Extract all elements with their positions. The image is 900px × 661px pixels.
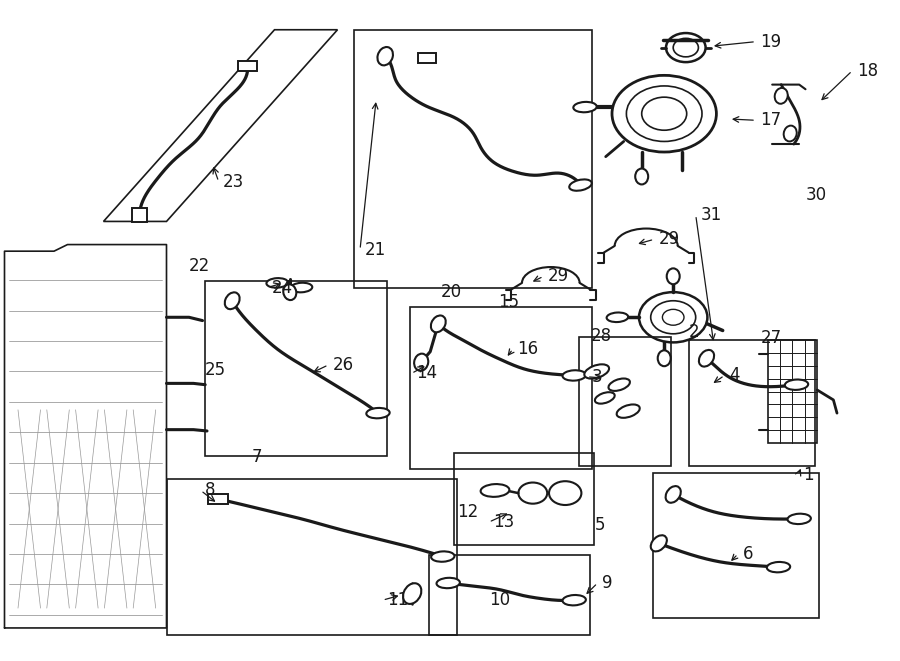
Ellipse shape	[607, 313, 628, 322]
Ellipse shape	[573, 102, 597, 112]
Text: 28: 28	[590, 327, 611, 345]
Ellipse shape	[666, 486, 680, 503]
Ellipse shape	[569, 179, 592, 191]
Ellipse shape	[436, 578, 460, 588]
Ellipse shape	[788, 514, 811, 524]
Bar	[354, 30, 592, 288]
Text: 26: 26	[333, 356, 354, 374]
Text: 15: 15	[498, 293, 518, 311]
Text: 29: 29	[659, 230, 680, 249]
Ellipse shape	[651, 535, 667, 551]
Ellipse shape	[775, 88, 788, 104]
Ellipse shape	[608, 379, 630, 391]
Text: 12: 12	[457, 503, 479, 522]
Bar	[238, 61, 257, 71]
Ellipse shape	[431, 551, 454, 562]
Text: 13: 13	[493, 513, 515, 531]
Bar	[208, 494, 228, 504]
Bar	[454, 453, 594, 545]
Ellipse shape	[584, 364, 609, 379]
Ellipse shape	[225, 292, 239, 309]
Text: 31: 31	[700, 206, 722, 224]
Text: 25: 25	[205, 361, 226, 379]
Ellipse shape	[366, 408, 390, 418]
Ellipse shape	[291, 283, 312, 292]
Text: 9: 9	[602, 574, 613, 592]
Ellipse shape	[784, 126, 796, 141]
Ellipse shape	[658, 350, 670, 366]
Bar	[410, 307, 592, 469]
Bar	[166, 479, 457, 635]
Ellipse shape	[284, 284, 296, 300]
Text: 29: 29	[548, 267, 569, 286]
Ellipse shape	[767, 562, 790, 572]
Bar	[579, 337, 670, 466]
Bar	[653, 473, 819, 618]
Text: 24: 24	[272, 278, 292, 297]
Ellipse shape	[595, 392, 615, 404]
Text: 20: 20	[441, 283, 462, 301]
Bar	[205, 281, 387, 456]
Ellipse shape	[266, 278, 288, 288]
Ellipse shape	[699, 350, 714, 367]
Text: 21: 21	[364, 241, 386, 259]
Ellipse shape	[785, 379, 808, 390]
Text: 8: 8	[205, 481, 216, 500]
Text: 11: 11	[387, 591, 409, 609]
Text: 2: 2	[688, 323, 699, 341]
Text: 18: 18	[857, 61, 878, 80]
Bar	[132, 208, 147, 222]
Text: 1: 1	[803, 465, 814, 484]
Ellipse shape	[377, 47, 393, 65]
Text: 10: 10	[489, 591, 509, 609]
Bar	[688, 340, 815, 466]
Ellipse shape	[403, 583, 421, 604]
Ellipse shape	[481, 484, 509, 497]
Text: 30: 30	[806, 186, 826, 204]
Ellipse shape	[562, 595, 586, 605]
Text: 23: 23	[223, 173, 245, 191]
Ellipse shape	[616, 405, 640, 418]
Text: 22: 22	[189, 256, 211, 275]
Text: 19: 19	[760, 32, 781, 51]
Text: 6: 6	[742, 545, 753, 563]
Ellipse shape	[635, 169, 648, 184]
Text: 3: 3	[591, 368, 602, 386]
Bar	[429, 555, 590, 635]
Text: 7: 7	[252, 448, 263, 467]
Text: 17: 17	[760, 111, 781, 130]
Text: 16: 16	[518, 340, 538, 358]
Bar	[418, 53, 436, 63]
Ellipse shape	[667, 268, 680, 284]
Text: 4: 4	[729, 366, 740, 385]
Ellipse shape	[431, 315, 446, 332]
Text: 27: 27	[760, 329, 781, 348]
Ellipse shape	[414, 354, 428, 371]
Ellipse shape	[562, 370, 586, 381]
Text: 14: 14	[416, 364, 436, 383]
Bar	[768, 340, 817, 443]
Text: 5: 5	[595, 516, 606, 535]
